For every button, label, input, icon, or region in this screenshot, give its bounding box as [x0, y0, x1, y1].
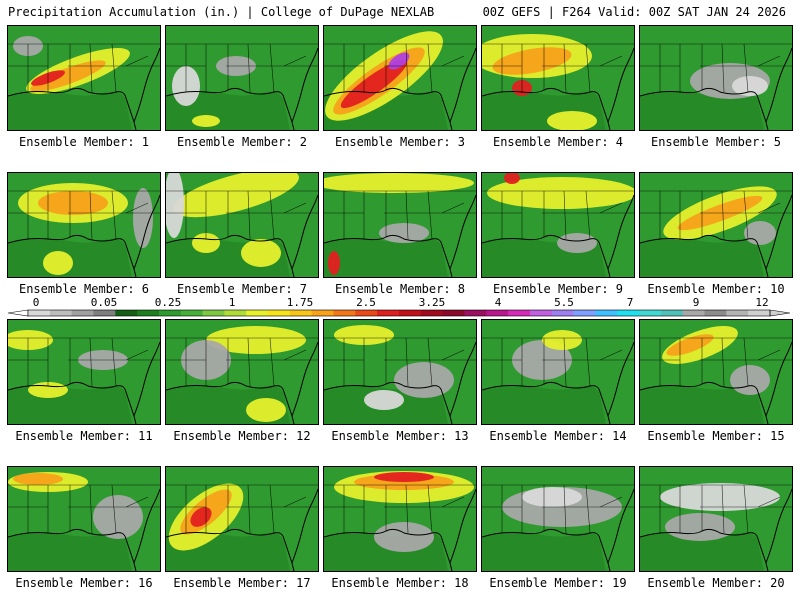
colorbar-max-arrow [769, 309, 791, 317]
colorbar-tick-label: 9 [693, 296, 700, 309]
colorbar-swatch [399, 310, 422, 316]
ensemble-member-map [323, 172, 477, 278]
colorbar-swatch [486, 310, 509, 316]
ensemble-member-map [639, 172, 793, 278]
colorbar-swatch [333, 310, 356, 316]
colorbar-tick-label: 7 [627, 296, 634, 309]
colorbar-tick-label: 4 [495, 296, 502, 309]
ensemble-member-map [7, 25, 161, 131]
colorbar-swatch [573, 310, 596, 316]
ensemble-member-label: Ensemble Member: 19 [489, 576, 627, 590]
colorbar-tick-label: 3.25 [419, 296, 446, 309]
colorbar-swatch [508, 310, 531, 316]
colorbar-swatch [180, 310, 204, 316]
ensemble-member-label: Ensemble Member: 18 [331, 576, 469, 590]
colorbar-swatch [355, 310, 378, 316]
colorbar-swatch [551, 310, 575, 316]
colorbar-swatch [726, 310, 749, 316]
colorbar-swatch [268, 310, 291, 316]
colorbar-swatch [289, 310, 313, 316]
ensemble-member-label: Ensemble Member: 1 [18, 135, 150, 149]
colorbar-swatch [49, 310, 73, 316]
ensemble-member-label: Ensemble Member: 20 [647, 576, 785, 590]
colorbar-swatch [246, 310, 269, 316]
ensemble-member-label: Ensemble Member: 4 [492, 135, 624, 149]
ensemble-member-map [639, 466, 793, 572]
ensemble-member-map [165, 319, 319, 425]
header-title-right: 00Z GEFS | F264 Valid: 00Z SAT JAN 24 20… [482, 5, 786, 19]
colorbar-swatch [137, 310, 160, 316]
colorbar-swatch [682, 310, 706, 316]
colorbar-swatch [595, 310, 618, 316]
colorbar-swatch [377, 310, 400, 316]
colorbar-swatch [660, 310, 684, 316]
ensemble-member-map [323, 319, 477, 425]
colorbar-swatch [71, 310, 94, 316]
colorbar-tick-label: 1.75 [287, 296, 314, 309]
colorbar-tick-label: 12 [755, 296, 768, 309]
colorbar-swatch [115, 310, 138, 316]
colorbar-swatch [28, 310, 51, 316]
colorbar-swatch [464, 310, 487, 316]
ensemble-member-map [481, 172, 635, 278]
colorbar-swatch [420, 310, 444, 316]
ensemble-member-label: Ensemble Member: 12 [173, 429, 311, 443]
ensemble-member-label: Ensemble Member: 8 [334, 282, 466, 296]
colorbar-tick-label: 5.5 [554, 296, 574, 309]
colorbar-swatch [529, 310, 553, 316]
ensemble-member-map [323, 466, 477, 572]
ensemble-member-label: Ensemble Member: 15 [647, 429, 785, 443]
ensemble-member-map [165, 25, 319, 131]
ensemble-member-label: Ensemble Member: 6 [18, 282, 150, 296]
colorbar-swatch [617, 310, 640, 316]
ensemble-member-map [7, 319, 161, 425]
ensemble-member-map [323, 25, 477, 131]
ensemble-member-map [639, 319, 793, 425]
precipitation-colorbar: 0 0.05 0.25 1 1.75 2.5 3.25 4 5.5 7 9 12 [7, 296, 791, 317]
colorbar-swatch [93, 310, 116, 316]
ensemble-member-label: Ensemble Member: 11 [15, 429, 153, 443]
ensemble-member-map [481, 25, 635, 131]
ensemble-member-map [165, 466, 319, 572]
colorbar-swatch [224, 310, 247, 316]
ensemble-member-label: Ensemble Member: 9 [492, 282, 624, 296]
ensemble-member-map [639, 25, 793, 131]
colorbar-swatch [704, 310, 727, 316]
ensemble-member-map [7, 466, 161, 572]
colorbar-tick-label: 0.05 [91, 296, 118, 309]
ensemble-member-map [165, 172, 319, 278]
ensemble-member-label: Ensemble Member: 5 [650, 135, 782, 149]
colorbar-min-arrow [7, 309, 29, 317]
ensemble-member-map [7, 172, 161, 278]
colorbar-swatch [202, 310, 225, 316]
colorbar-swatch [158, 310, 182, 316]
ensemble-member-label: Ensemble Member: 10 [647, 282, 785, 296]
colorbar-tick-label: 2.5 [356, 296, 376, 309]
colorbar-tick-label: 1 [229, 296, 236, 309]
ensemble-member-label: Ensemble Member: 7 [176, 282, 308, 296]
ensemble-member-label: Ensemble Member: 13 [331, 429, 469, 443]
colorbar-tick-label: 0 [33, 296, 40, 309]
colorbar-swatch [311, 310, 335, 316]
colorbar-swatch [748, 310, 771, 316]
ensemble-member-label: Ensemble Member: 2 [176, 135, 308, 149]
colorbar-swatch [442, 310, 465, 316]
ensemble-member-label: Ensemble Member: 3 [334, 135, 466, 149]
ensemble-member-map [481, 319, 635, 425]
ensemble-member-label: Ensemble Member: 17 [173, 576, 311, 590]
ensemble-member-label: Ensemble Member: 14 [489, 429, 627, 443]
ensemble-member-label: Ensemble Member: 16 [15, 576, 153, 590]
header-title-left: Precipitation Accumulation (in.) | Colle… [8, 5, 435, 19]
colorbar-swatch [639, 310, 662, 316]
colorbar-tick-label: 0.25 [155, 296, 182, 309]
ensemble-member-map [481, 466, 635, 572]
